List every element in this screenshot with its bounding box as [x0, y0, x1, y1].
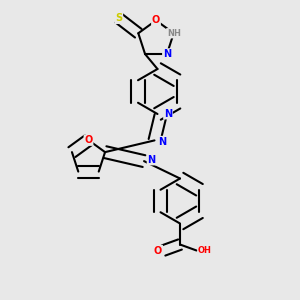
Text: O: O — [152, 15, 160, 26]
Text: N: N — [158, 136, 166, 147]
Text: N: N — [163, 49, 171, 59]
Text: S: S — [115, 13, 122, 23]
Text: N: N — [164, 109, 172, 119]
Text: O: O — [154, 245, 162, 256]
Text: NH: NH — [167, 29, 181, 38]
Text: N: N — [148, 154, 156, 165]
Text: OH: OH — [198, 246, 212, 255]
Text: O: O — [84, 135, 93, 145]
